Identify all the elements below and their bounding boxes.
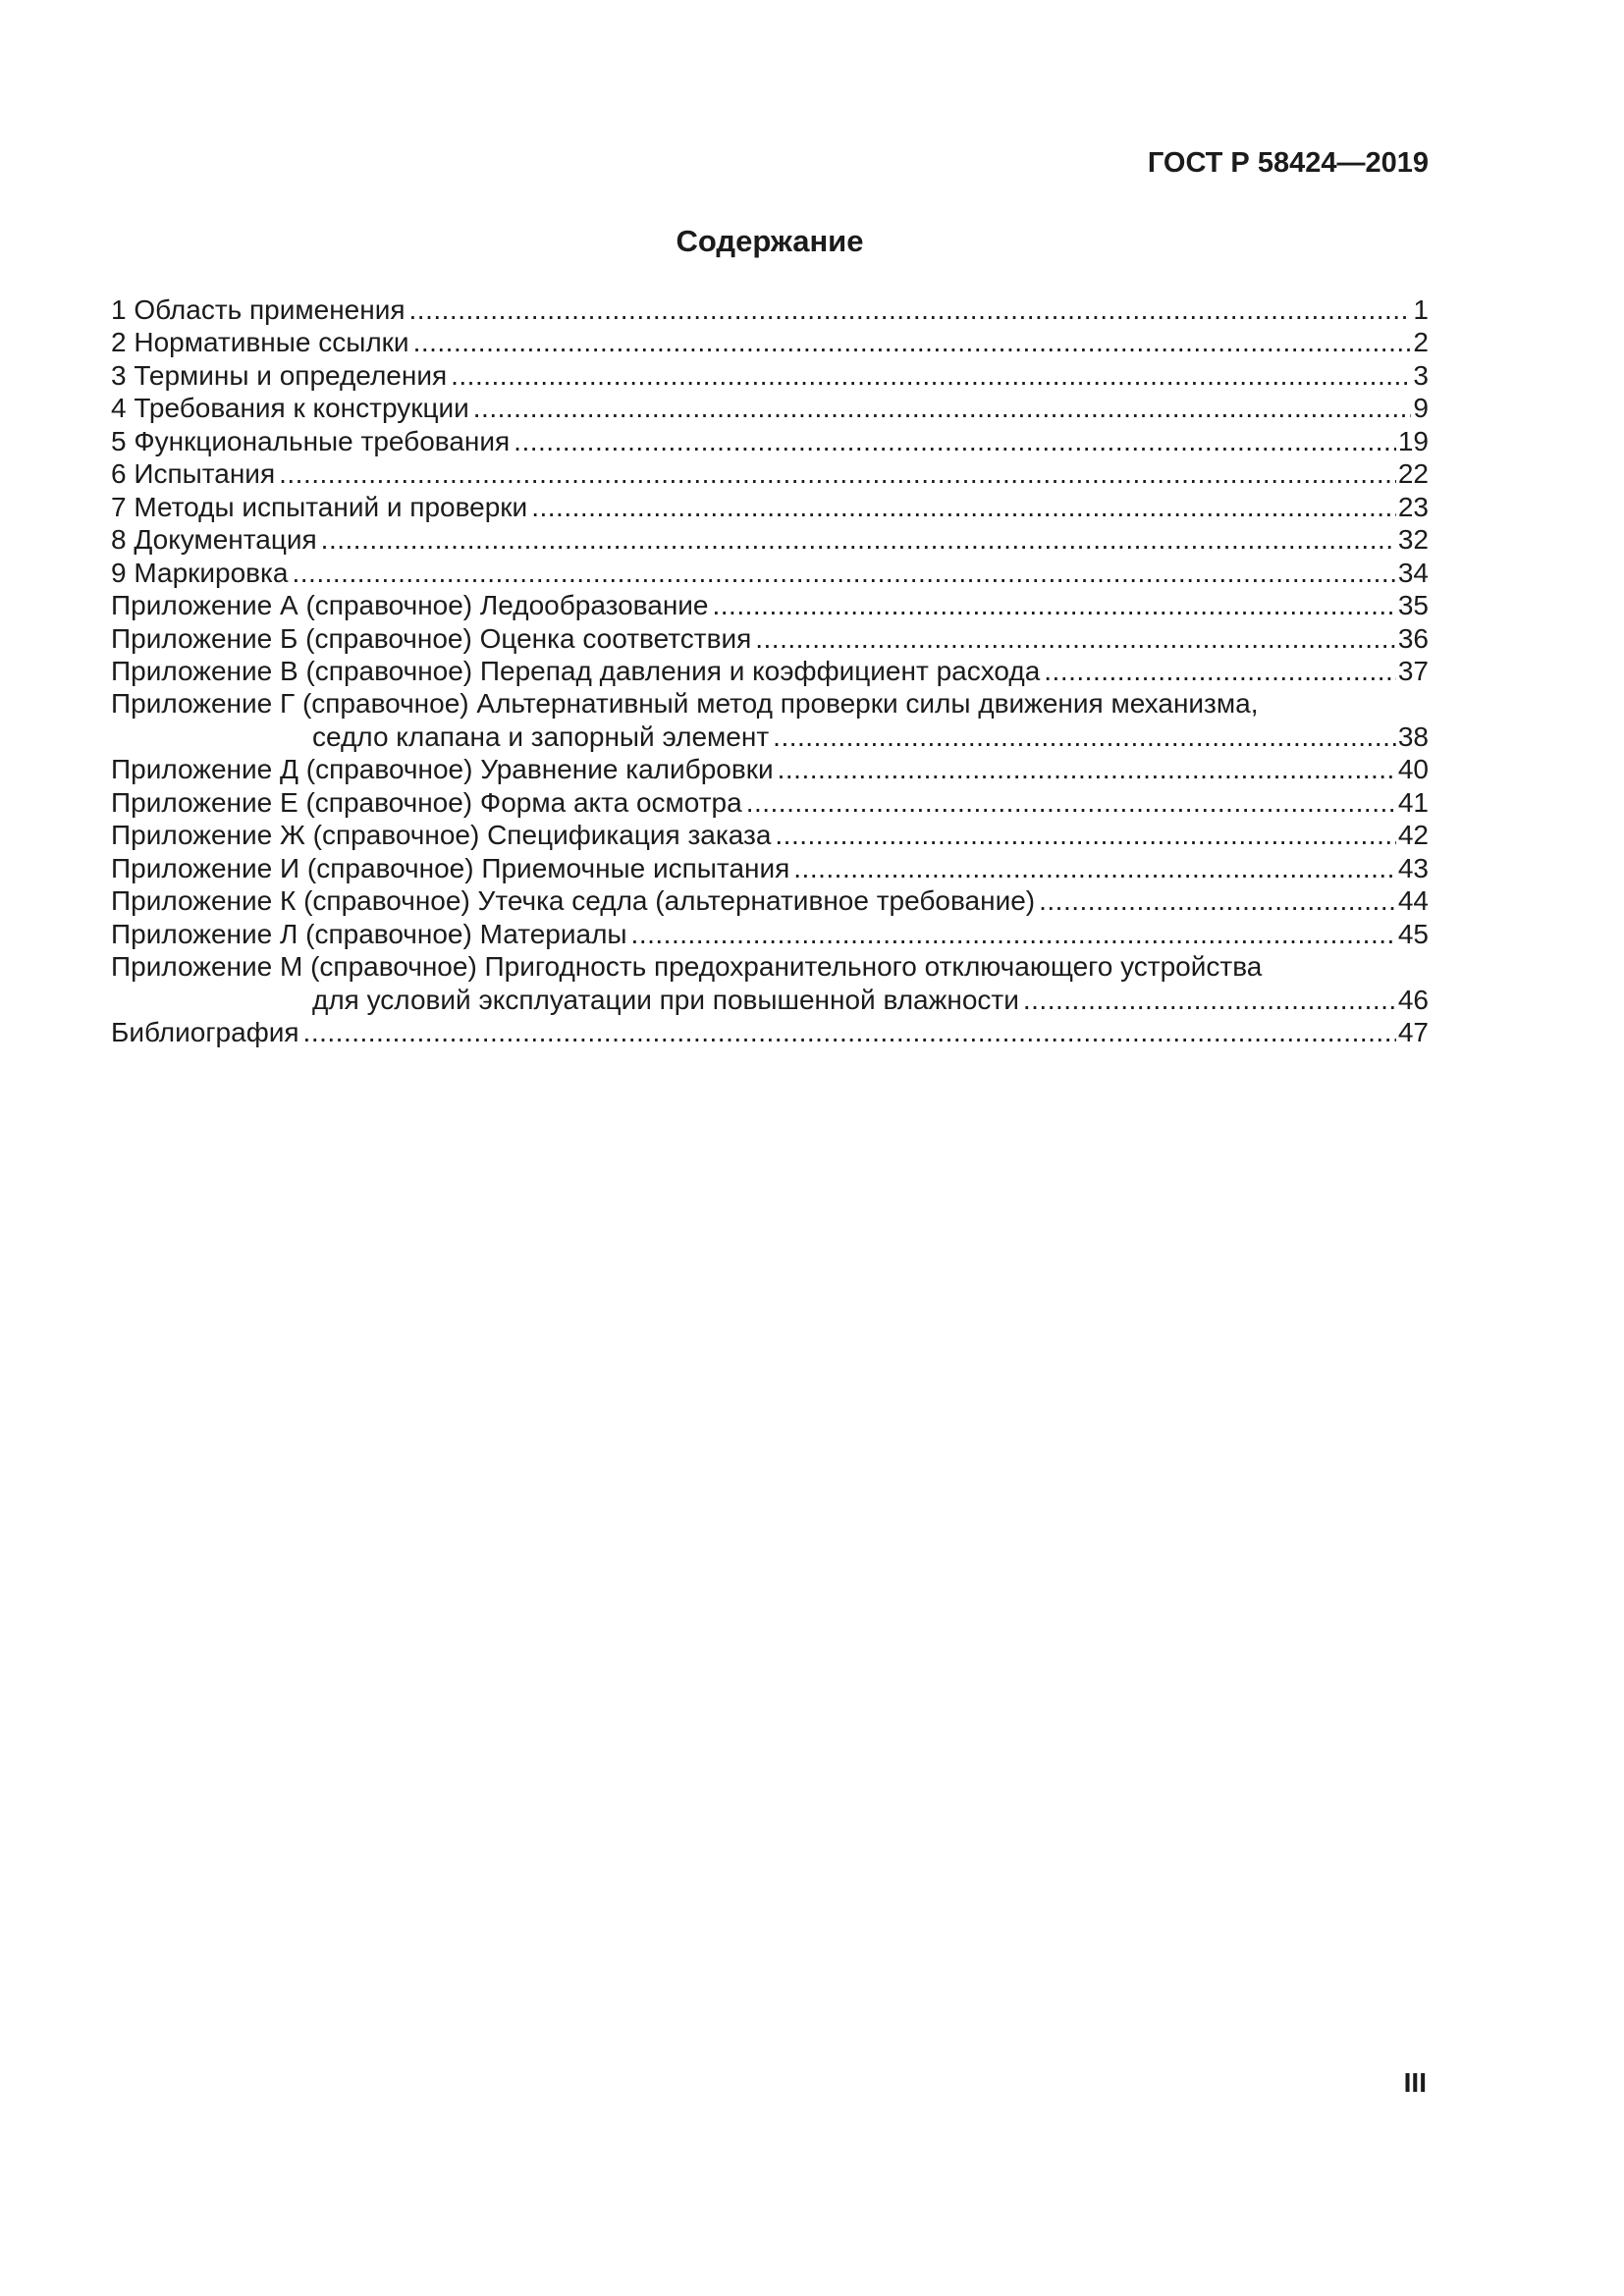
dot-leader [1039,884,1396,917]
toc-page-number: 23 [1397,491,1429,522]
toc-page-number: 41 [1397,786,1429,818]
toc-entry-text: 5 Функциональные требования [111,425,511,456]
toc-entry: Приложение Д (справочное) Уравнение кали… [111,753,1429,785]
toc-entry-text: Приложение Д (справочное) Уравнение кали… [111,754,774,785]
toc-entry-text: Приложение А (справочное) Ледообразовани… [111,590,709,621]
toc-entry-text: Приложение Б (справочное) Оценка соответ… [111,622,752,654]
toc-entry-text-line1: Приложение М (справочное) Пригодность пр… [111,951,1263,983]
dot-leader [409,294,1412,326]
toc-page-number: 46 [1397,984,1429,1015]
toc-entry-text-line2: седло клапана и запорный элемент [312,721,770,752]
document-code: ГОСТ Р 58424—2019 [1147,147,1429,179]
toc-entry-text: 7 Методы испытаний и проверки [111,491,528,522]
dot-leader [631,918,1396,950]
toc-entry: Приложение А (справочное) Ледообразовани… [111,589,1429,621]
dot-leader [531,491,1396,523]
toc-entry-text: 1 Область применения [111,294,406,325]
toc-entry-text-line1: Приложение Г (справочное) Альтернативный… [111,688,1259,720]
toc-entry: 8 Документация 32 [111,523,1429,556]
toc-entry-text: 6 Испытания [111,458,276,490]
table-of-contents: 1 Область применения 1 2 Нормативные ссы… [111,294,1429,1048]
toc-entry: Приложение Е (справочное) Форма акта осм… [111,786,1429,819]
toc-entry-text: 9 Маркировка [111,557,289,588]
dot-leader [413,326,1412,358]
dot-leader [713,589,1396,621]
toc-entry: Приложение Б (справочное) Оценка соответ… [111,622,1429,655]
dot-leader [451,359,1411,392]
toc-page-number: 32 [1397,524,1429,556]
dot-leader [303,1016,1396,1048]
toc-page-number: 40 [1397,754,1429,785]
toc-entry-text: Приложение В (справочное) Перепад давлен… [111,655,1041,686]
toc-entry-text: 3 Термины и определения [111,359,448,391]
page-number: III [1403,2067,1427,2098]
toc-entry: 7 Методы испытаний и проверки 23 [111,491,1429,523]
dot-leader [473,392,1412,424]
toc-page-number: 38 [1397,721,1429,752]
dot-leader [793,852,1396,884]
toc-page-number: 9 [1413,393,1429,424]
toc-entry-text: 2 Нормативные ссылки [111,327,409,358]
toc-entry: 5 Функциональные требования 19 [111,425,1429,457]
toc-entry-text: Библиография [111,1016,299,1047]
toc-entry: Приложение Ж (справочное) Спецификация з… [111,819,1429,851]
toc-page-number: 2 [1413,327,1429,358]
toc-entry: Приложение В (справочное) Перепад давлен… [111,655,1429,687]
toc-entry-text-line2: для условий эксплуатации при повышенной … [312,984,1019,1015]
toc-page-number: 47 [1397,1016,1429,1047]
toc-page-number: 22 [1397,458,1429,490]
toc-page-number: 43 [1397,852,1429,883]
page-title: Содержание [676,224,864,258]
toc-page-number: 1 [1413,294,1429,325]
dot-leader [1044,655,1396,687]
toc-entry-text: 8 Документация [111,524,317,556]
toc-page-number: 44 [1397,885,1429,917]
dot-leader [775,819,1395,851]
dot-leader [746,786,1396,819]
toc-entry: 4 Требования к конструкции 9 [111,392,1429,424]
toc-page-number: 36 [1397,622,1429,654]
toc-entry-text: Приложение Ж (справочное) Спецификация з… [111,820,772,851]
toc-entry-text: Приложение Е (справочное) Форма акта осм… [111,786,742,818]
dot-leader [773,721,1396,753]
toc-entry: Приложение М (справочное) Пригодность пр… [111,950,1429,1016]
toc-page-number: 3 [1413,359,1429,391]
toc-entry: 9 Маркировка 34 [111,557,1429,589]
toc-entry: Приложение К (справочное) Утечка седла (… [111,884,1429,917]
toc-entry-text: Приложение Л (справочное) Материалы [111,918,627,949]
dot-leader [514,425,1396,457]
toc-entry: 1 Область применения 1 [111,294,1429,326]
toc-entry-text: Приложение И (справочное) Приемочные исп… [111,852,790,883]
dot-leader [778,753,1396,785]
toc-page-number: 37 [1397,655,1429,686]
dot-leader [321,523,1396,556]
toc-entry: Библиография 47 [111,1016,1429,1048]
toc-entry: Приложение Г (справочное) Альтернативный… [111,687,1429,753]
toc-page-number: 42 [1397,820,1429,851]
dot-leader [279,457,1396,490]
toc-entry: Приложение И (справочное) Приемочные исп… [111,852,1429,884]
toc-entry-text: 4 Требования к конструкции [111,393,469,424]
toc-entry: 2 Нормативные ссылки 2 [111,326,1429,358]
toc-entry-text: Приложение К (справочное) Утечка седла (… [111,885,1036,917]
dot-leader [292,557,1395,589]
toc-page-number: 19 [1397,425,1429,456]
toc-page-number: 35 [1397,590,1429,621]
dot-leader [1023,984,1396,1016]
toc-entry: Приложение Л (справочное) Материалы 45 [111,918,1429,950]
toc-page-number: 45 [1397,918,1429,949]
dot-leader [755,622,1396,655]
toc-entry: 6 Испытания 22 [111,457,1429,490]
toc-page-number: 34 [1397,557,1429,588]
toc-entry: 3 Термины и определения 3 [111,359,1429,392]
